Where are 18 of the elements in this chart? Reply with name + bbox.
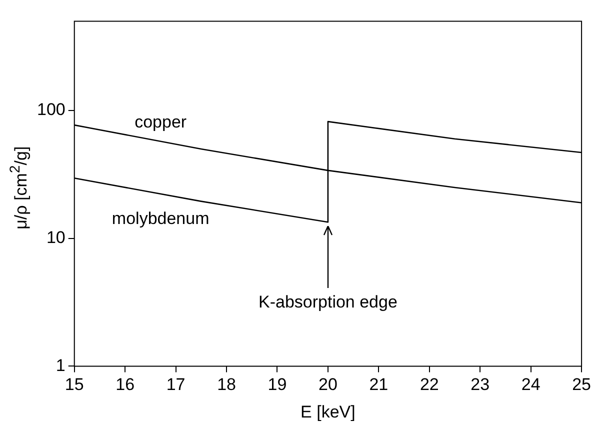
x-tick-label: 22 (420, 375, 439, 394)
x-tick-label: 25 (572, 375, 592, 394)
x-tick-label: 15 (64, 375, 84, 394)
x-axis-title: E [keV] (300, 402, 356, 422)
series-label: copper (134, 112, 187, 132)
x-tick-label: 21 (369, 375, 388, 394)
x-tick-label: 16 (116, 375, 135, 394)
y-tick-label: 100 (36, 100, 66, 120)
y-tick-label: 1 (56, 356, 66, 375)
series-label: molybdenum (112, 208, 210, 228)
x-tick-label: 18 (217, 375, 236, 394)
x-tick-label: 17 (166, 375, 186, 394)
x-tick-label: 24 (521, 375, 540, 394)
y-tick-label: 10 (46, 228, 66, 248)
x-tick-label: 19 (268, 375, 287, 394)
x-tick-label: 20 (318, 375, 338, 394)
x-tick-label: 23 (470, 375, 490, 394)
annotation: K-absorption edge (258, 292, 398, 312)
